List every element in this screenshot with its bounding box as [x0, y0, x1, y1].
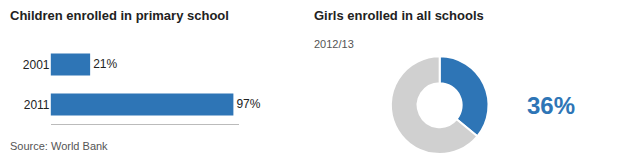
svg-text:2001: 2001 — [23, 58, 50, 72]
svg-text:2011: 2011 — [24, 98, 50, 112]
svg-text:Girls enrolled in all schools: Girls enrolled in all schools — [314, 8, 484, 23]
svg-text:Children enrolled in primary s: Children enrolled in primary school — [10, 8, 229, 23]
svg-text:36%: 36% — [527, 92, 575, 119]
svg-text:21%: 21% — [93, 57, 117, 71]
svg-text:2012/13: 2012/13 — [314, 38, 354, 50]
svg-text:97%: 97% — [236, 97, 260, 111]
svg-text:Source: World Bank: Source: World Bank — [10, 140, 108, 152]
